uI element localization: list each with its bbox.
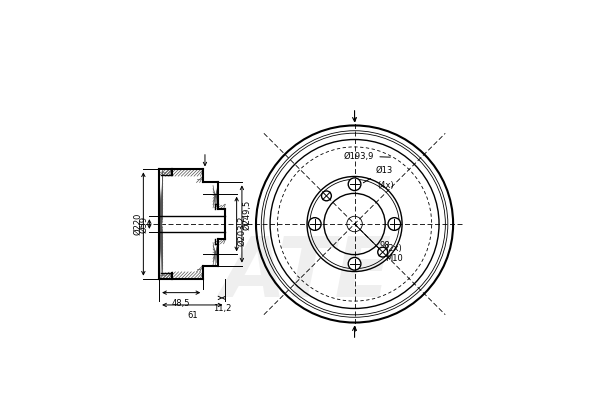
Circle shape	[322, 191, 331, 201]
Text: Ø13: Ø13	[363, 166, 393, 183]
Text: Ø59: Ø59	[140, 216, 149, 232]
Text: (2x): (2x)	[386, 244, 402, 253]
Text: 61: 61	[187, 311, 197, 320]
Text: Ø203,2: Ø203,2	[238, 216, 247, 246]
Circle shape	[388, 218, 401, 230]
Text: ATE: ATE	[222, 233, 392, 314]
Text: M10: M10	[386, 254, 403, 263]
Text: 24.0220-2001.1: 24.0220-2001.1	[149, 15, 307, 33]
Text: 480307: 480307	[412, 15, 488, 33]
Circle shape	[378, 247, 388, 257]
Text: 48,5: 48,5	[172, 299, 190, 308]
Circle shape	[308, 218, 321, 230]
Text: Ø193,9: Ø193,9	[344, 152, 391, 161]
Circle shape	[348, 258, 361, 270]
Circle shape	[348, 178, 361, 190]
Text: (4x): (4x)	[377, 181, 394, 190]
Text: Ø220: Ø220	[133, 213, 142, 235]
Text: 11,2: 11,2	[212, 304, 231, 313]
Text: Ø249,5: Ø249,5	[243, 200, 252, 230]
Text: 98: 98	[379, 241, 390, 250]
